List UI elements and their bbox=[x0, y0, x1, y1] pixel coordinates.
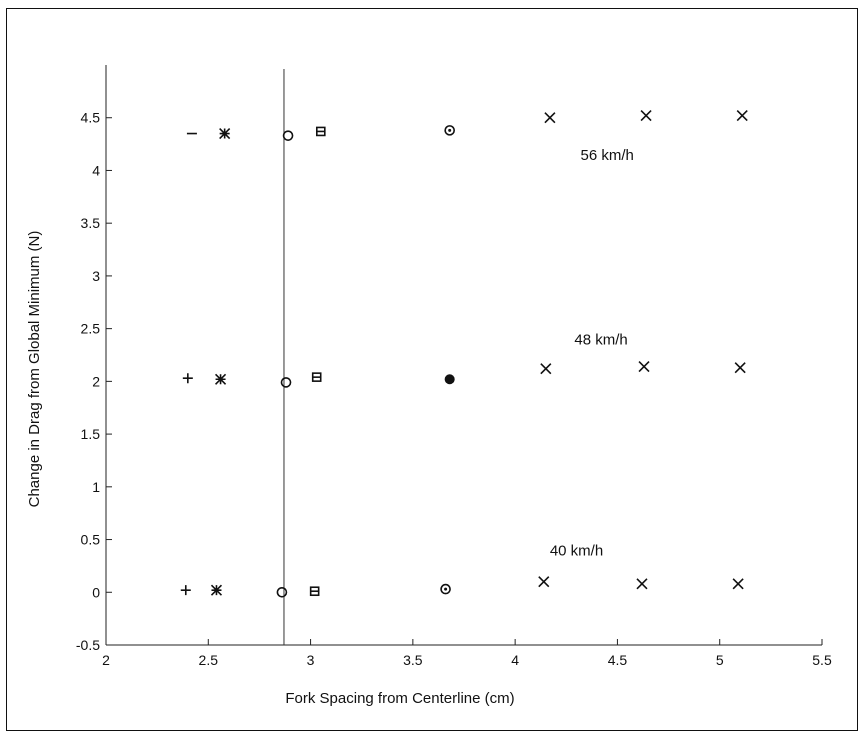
data-point bbox=[282, 130, 294, 141]
data-point bbox=[210, 584, 223, 596]
data-point bbox=[638, 361, 650, 373]
x-tick-label: 4.5 bbox=[608, 652, 628, 668]
data-point bbox=[182, 373, 193, 384]
x-tick-label: 2.5 bbox=[199, 652, 219, 668]
y-tick-label: 4.5 bbox=[81, 110, 101, 126]
y-tick-label: 2 bbox=[92, 373, 100, 389]
data-point bbox=[732, 578, 744, 590]
y-tick-label: -0.5 bbox=[76, 637, 100, 653]
y-tick-label: 1 bbox=[92, 479, 100, 495]
y-tick-label: 0.5 bbox=[81, 532, 101, 548]
y-tick-label: 1.5 bbox=[81, 426, 101, 442]
figure-frame: 2 2.5 3 3.5 4 4.5 5 5.5 -0.5 0 0.5 1 1.5 2 2.5 3 3.5 4 4.5… bbox=[6, 8, 858, 731]
x-tick-label: 2 bbox=[102, 652, 110, 668]
y-tick-label: 3.5 bbox=[81, 215, 101, 231]
data-point bbox=[538, 576, 550, 588]
data-point bbox=[544, 112, 556, 124]
x-tick-label: 4 bbox=[511, 652, 519, 668]
x-tick-label: 3 bbox=[307, 652, 315, 668]
speed-label: 40 km/h bbox=[550, 542, 603, 559]
data-point bbox=[444, 374, 455, 385]
y-axis-label: Change in Drag from Global Minimum (N) bbox=[26, 231, 43, 508]
data-point bbox=[734, 362, 746, 374]
y-tick-label: 4 bbox=[92, 162, 100, 178]
data-point bbox=[444, 125, 455, 136]
speed-label: 56 km/h bbox=[581, 147, 634, 164]
x-tick-label: 5 bbox=[716, 652, 724, 668]
x-axis-label: Fork Spacing from Centerline (cm) bbox=[285, 690, 514, 707]
y-tick-label: 0 bbox=[92, 584, 100, 600]
y-tick-label: 2.5 bbox=[81, 321, 101, 337]
annotation-layer: 56 km/h 48 km/h 40 km/h bbox=[550, 147, 634, 559]
data-point bbox=[180, 585, 191, 596]
data-point bbox=[214, 373, 227, 385]
data-point bbox=[736, 110, 748, 122]
data-point bbox=[440, 583, 451, 595]
data-point bbox=[540, 363, 552, 375]
data-point bbox=[311, 372, 322, 382]
data-point bbox=[640, 110, 652, 122]
y-tick-label: 3 bbox=[92, 268, 100, 284]
speed-label: 48 km/h bbox=[574, 331, 627, 348]
x-tick-label: 3.5 bbox=[403, 652, 423, 668]
data-point bbox=[280, 377, 292, 388]
scatter-plot: 2 2.5 3 3.5 4 4.5 5 5.5 -0.5 0 0.5 1 1.5 2 2.5 3 3.5 4 4.5… bbox=[26, 65, 832, 707]
x-tick-label: 5.5 bbox=[812, 652, 832, 668]
data-point bbox=[315, 126, 326, 137]
points-layer bbox=[180, 110, 748, 598]
data-point bbox=[636, 578, 648, 590]
data-point bbox=[276, 586, 288, 598]
data-point bbox=[309, 586, 320, 597]
axes: 2 2.5 3 3.5 4 4.5 5 5.5 -0.5 0 0.5 1 1.5 2 2.5 3 3.5 4 4.5 bbox=[76, 65, 832, 668]
data-point bbox=[219, 127, 231, 140]
